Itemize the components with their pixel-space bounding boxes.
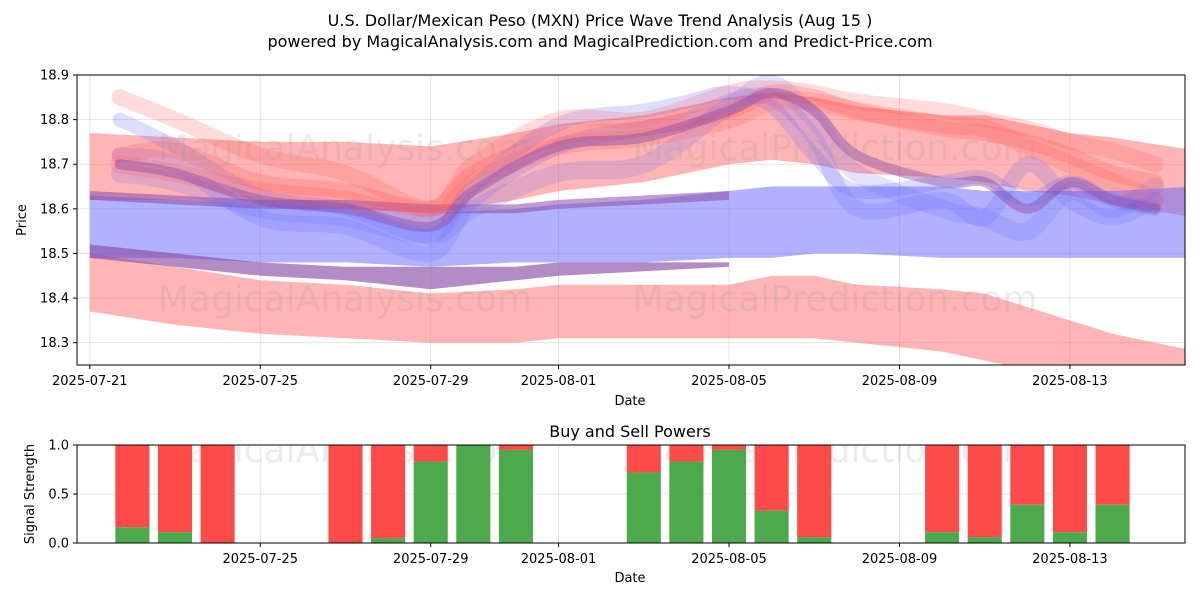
price-x-tick-label: 2025-08-01 bbox=[521, 374, 597, 389]
sell-bar bbox=[115, 445, 150, 528]
wave-purple-1 bbox=[114, 87, 1161, 233]
price-y-tick-label: 18.8 bbox=[40, 113, 69, 128]
buy-bar bbox=[115, 527, 150, 543]
signal-x-tick-label: 2025-08-13 bbox=[1032, 552, 1108, 567]
price-y-tick-label: 18.5 bbox=[40, 247, 69, 262]
price-x-tick-label: 2025-07-25 bbox=[222, 374, 298, 389]
signal-x-tick-label: 2025-08-09 bbox=[862, 552, 938, 567]
band-lower-red-channel bbox=[89, 253, 1185, 365]
buy-bar bbox=[754, 510, 789, 543]
chart-title-line2: powered by MagicalAnalysis.com and Magic… bbox=[267, 32, 932, 51]
sell-bar bbox=[413, 445, 448, 462]
buy-bar bbox=[498, 449, 533, 543]
signal-x-tick-label: 2025-08-05 bbox=[691, 552, 767, 567]
sell-bar bbox=[711, 445, 747, 450]
watermark-left-2: MagicalAnalysis.com bbox=[158, 279, 532, 320]
wave-blue-1 bbox=[112, 85, 1163, 243]
sell-bar bbox=[328, 445, 363, 543]
price-x-tick-label: 2025-08-09 bbox=[862, 374, 938, 389]
buy-bar bbox=[967, 537, 1002, 543]
price-x-tick-label: 2025-07-21 bbox=[52, 374, 128, 389]
signal-panel: Buy and Sell Powers MagicalAnalysis.com … bbox=[23, 422, 1186, 586]
band-upper-red-channel bbox=[89, 92, 1185, 216]
signal-x-axis-label: Date bbox=[614, 571, 645, 586]
signal-title: Buy and Sell Powers bbox=[549, 422, 711, 441]
buy-bar bbox=[1095, 504, 1130, 543]
price-x-axis-label: Date bbox=[614, 394, 645, 409]
price-bands bbox=[89, 92, 1185, 365]
buy-bar bbox=[669, 461, 704, 543]
price-x-tick-label: 2025-07-29 bbox=[393, 374, 469, 389]
price-x-tick-label: 2025-08-05 bbox=[691, 374, 767, 389]
watermark-right: MagicalPrediction.com bbox=[633, 128, 1038, 169]
buy-bar bbox=[797, 537, 832, 543]
sell-bar bbox=[797, 445, 832, 538]
sell-bar bbox=[669, 445, 704, 462]
sell-bar bbox=[967, 445, 1002, 538]
sell-bar bbox=[371, 445, 406, 539]
buy-bar bbox=[626, 472, 661, 543]
buy-bar bbox=[456, 445, 491, 543]
watermark-left: MagicalAnalysis.com bbox=[158, 128, 532, 169]
price-x-ticks: 2025-07-21 2025-07-25 2025-07-29 2025-08-01… bbox=[52, 365, 1108, 389]
sell-bar bbox=[754, 445, 789, 511]
price-y-ticks: 18.3 18.4 18.5 18.6 18.7 18.8 18.9 bbox=[40, 69, 77, 351]
price-y-tick-label: 18.3 bbox=[40, 336, 69, 351]
band-purple-overlap bbox=[89, 244, 730, 290]
signal-y-tick-label: 1.0 bbox=[48, 439, 69, 454]
price-y-axis-label: Price bbox=[15, 204, 30, 236]
price-y-tick-label: 18.6 bbox=[40, 202, 69, 217]
wave-red-3 bbox=[110, 91, 1165, 228]
buy-bar bbox=[711, 449, 747, 543]
signal-x-ticks: 2025-07-25 2025-07-29 2025-08-01 2025-08-05… bbox=[222, 543, 1108, 567]
price-y-tick-label: 18.4 bbox=[40, 292, 69, 307]
buy-bar bbox=[157, 532, 193, 543]
signal-y-axis-label: Signal Strength bbox=[23, 444, 38, 544]
sell-bar bbox=[498, 445, 533, 450]
signal-x-tick-label: 2025-07-25 bbox=[222, 552, 298, 567]
sell-bar bbox=[925, 445, 960, 533]
price-axes-frame bbox=[76, 74, 1186, 366]
buy-bar bbox=[925, 532, 960, 543]
sell-bar bbox=[1010, 445, 1045, 505]
buy-bar bbox=[1010, 504, 1045, 543]
wave-blue-3 bbox=[110, 75, 1165, 245]
sell-bar bbox=[1095, 445, 1130, 505]
price-x-tick-label: 2025-08-13 bbox=[1032, 374, 1108, 389]
price-y-tick-label: 18.7 bbox=[40, 158, 69, 173]
signal-bars bbox=[115, 445, 1130, 543]
buy-bar bbox=[371, 538, 406, 543]
sell-bar bbox=[1052, 445, 1087, 533]
wave-red-1 bbox=[111, 84, 1164, 218]
sell-bar bbox=[157, 445, 193, 533]
wave-blue-2 bbox=[111, 86, 1164, 262]
price-y-tick-label: 18.9 bbox=[40, 69, 69, 84]
price-panel: MagicalAnalysis.com MagicalPrediction.co… bbox=[15, 69, 1186, 409]
buy-bar bbox=[1052, 532, 1087, 543]
signal-x-tick-label: 2025-07-29 bbox=[393, 552, 469, 567]
price-waves bbox=[110, 75, 1165, 262]
signal-x-tick-label: 2025-08-01 bbox=[521, 552, 597, 567]
sell-bar bbox=[626, 445, 661, 473]
buy-bar bbox=[413, 461, 448, 543]
watermark-right-2: MagicalPrediction.com bbox=[633, 279, 1038, 320]
band-blue-channel bbox=[89, 186, 1185, 267]
signal-y-ticks: 0.0 0.5 1.0 bbox=[48, 439, 77, 552]
chart-title-line1: U.S. Dollar/Mexican Peso (MXN) Price Wav… bbox=[328, 11, 873, 30]
band-purple-top-edge bbox=[89, 191, 730, 214]
sell-bar bbox=[200, 445, 235, 543]
wave-red-2 bbox=[111, 80, 1164, 217]
signal-y-tick-label: 0.5 bbox=[48, 488, 69, 503]
signal-y-tick-label: 0.0 bbox=[48, 537, 69, 552]
